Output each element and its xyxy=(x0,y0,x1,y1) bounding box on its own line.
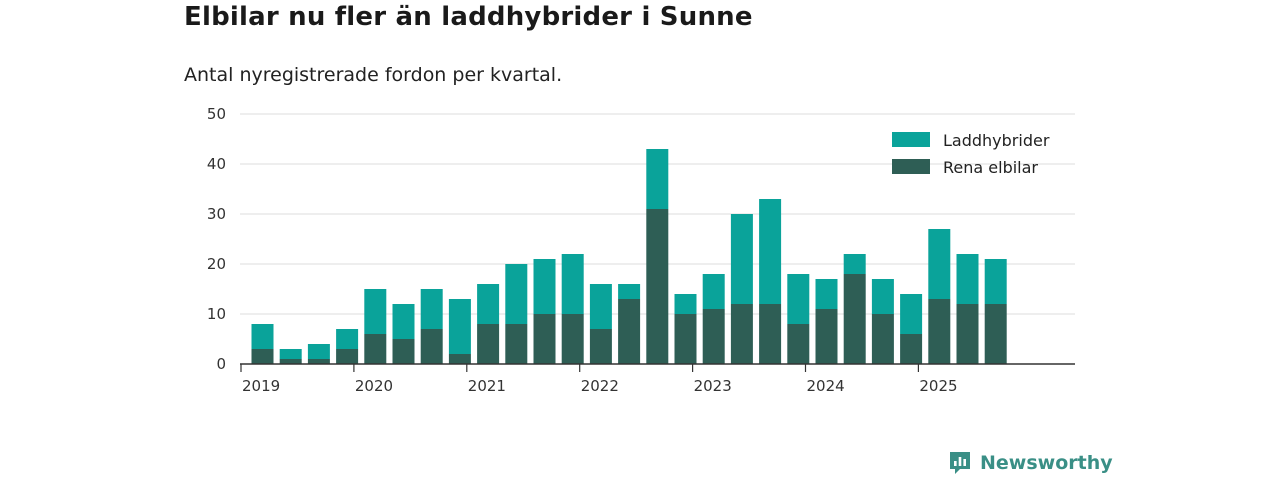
bar-laddhybrider xyxy=(336,329,359,349)
brand: Newsworthy xyxy=(948,450,1113,476)
bar-laddhybrider xyxy=(477,284,500,324)
bar-laddhybrider xyxy=(618,284,641,299)
bar-rena-elbilar xyxy=(843,274,866,364)
bar-rena-elbilar xyxy=(364,334,387,364)
y-tick-label: 0 xyxy=(216,355,226,373)
bar-rena-elbilar xyxy=(251,349,274,364)
bar-rena-elbilar xyxy=(307,359,330,364)
x-tick-label: 2024 xyxy=(807,377,845,395)
bar-laddhybrider xyxy=(815,279,838,309)
y-tick-label: 30 xyxy=(207,205,226,223)
legend-swatch-electric xyxy=(892,159,930,174)
bar-rena-elbilar xyxy=(900,334,923,364)
bar-rena-elbilar xyxy=(702,309,725,364)
bar-laddhybrider xyxy=(392,304,415,339)
bar-rena-elbilar xyxy=(505,324,528,364)
bar-rena-elbilar xyxy=(589,329,612,364)
bar-laddhybrider xyxy=(702,274,725,309)
bar-rena-elbilar xyxy=(618,299,641,364)
bars-group xyxy=(240,149,1075,365)
bar-laddhybrider xyxy=(646,149,669,209)
legend: Laddhybrider Rena elbilar xyxy=(892,131,1050,177)
bar-laddhybrider xyxy=(364,289,387,334)
bar-laddhybrider xyxy=(307,344,330,359)
bar-rena-elbilar xyxy=(956,304,979,364)
bar-laddhybrider xyxy=(533,259,556,314)
bar-rena-elbilar xyxy=(561,314,584,364)
newsworthy-logo-icon xyxy=(948,450,972,476)
x-tick-label: 2022 xyxy=(581,377,619,395)
bar-rena-elbilar xyxy=(984,304,1007,364)
bar-rena-elbilar xyxy=(871,314,894,364)
bar-laddhybrider xyxy=(279,349,302,359)
legend-label-electric: Rena elbilar xyxy=(943,158,1038,177)
bar-laddhybrider xyxy=(589,284,612,329)
y-tick-label: 20 xyxy=(207,255,226,273)
bar-rena-elbilar xyxy=(928,299,951,364)
bar-rena-elbilar xyxy=(336,349,359,364)
bar-laddhybrider xyxy=(448,299,471,354)
bar-laddhybrider xyxy=(984,259,1007,304)
bar-rena-elbilar xyxy=(730,304,753,364)
bar-laddhybrider xyxy=(251,324,274,349)
bar-rena-elbilar xyxy=(674,314,697,364)
stacked-bar-chart: 0 10 20 30 40 50 2019 2020 2021 2022 2023 2024 2025… xyxy=(207,105,1075,395)
bar-laddhybrider xyxy=(956,254,979,304)
bar-laddhybrider xyxy=(561,254,584,314)
bar-laddhybrider xyxy=(900,294,923,334)
y-tick-label: 50 xyxy=(207,105,226,123)
bar-rena-elbilar xyxy=(279,359,302,364)
bar-laddhybrider xyxy=(420,289,443,329)
bar-laddhybrider xyxy=(505,264,528,324)
brand-name: Newsworthy xyxy=(980,452,1113,474)
chart-title: Elbilar nu fler än laddhybrider i Sunne xyxy=(184,2,753,32)
x-tick-label: 2025 xyxy=(919,377,957,395)
legend-label-hybrid: Laddhybrider xyxy=(943,131,1050,150)
chart-subtitle: Antal nyregistrerade fordon per kvartal. xyxy=(184,64,563,86)
y-tick-label: 40 xyxy=(207,155,226,173)
bar-laddhybrider xyxy=(928,229,951,299)
bar-laddhybrider xyxy=(730,214,753,304)
bar-rena-elbilar xyxy=(815,309,838,364)
x-axis-ticks: 2019 2020 2021 2022 2023 2024 2025 xyxy=(240,364,958,395)
bar-laddhybrider xyxy=(674,294,697,314)
bar-rena-elbilar xyxy=(646,209,669,364)
x-tick-label: 2020 xyxy=(355,377,393,395)
bar-rena-elbilar xyxy=(392,339,415,364)
bar-rena-elbilar xyxy=(448,354,471,364)
bar-rena-elbilar xyxy=(420,329,443,364)
bar-rena-elbilar xyxy=(759,304,782,364)
bar-laddhybrider xyxy=(759,199,782,304)
x-tick-label: 2023 xyxy=(694,377,732,395)
bar-laddhybrider xyxy=(787,274,810,324)
bar-rena-elbilar xyxy=(477,324,500,364)
bar-rena-elbilar xyxy=(533,314,556,364)
bar-laddhybrider xyxy=(843,254,866,274)
legend-swatch-hybrid xyxy=(892,132,930,147)
x-tick-label: 2019 xyxy=(242,377,280,395)
y-axis-ticks: 0 10 20 30 40 50 xyxy=(207,105,226,373)
y-tick-label: 10 xyxy=(207,305,226,323)
bar-laddhybrider xyxy=(871,279,894,314)
bar-rena-elbilar xyxy=(787,324,810,364)
x-tick-label: 2021 xyxy=(468,377,506,395)
